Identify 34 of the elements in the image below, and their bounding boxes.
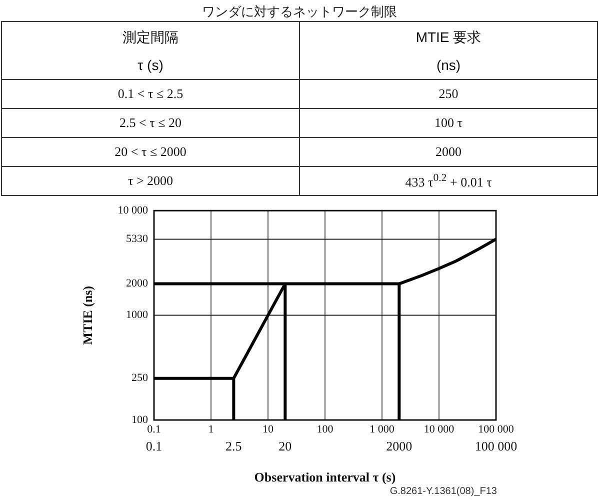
text: MTIE 要求 bbox=[416, 28, 482, 44]
y-tick-label: 1000 bbox=[126, 309, 148, 322]
y-tick-label: 5330 bbox=[126, 233, 148, 246]
y-tick-label: 100 bbox=[132, 414, 148, 426]
text: 433 τ$^{0.2}$ + 0.01 τ bbox=[300, 166, 598, 196]
annotation: 2.5 bbox=[226, 438, 242, 454]
x-tick-label: 1 bbox=[208, 423, 214, 436]
x-axis-title: Observation interval τ (s) bbox=[254, 470, 396, 485]
text: 100 000 bbox=[474, 438, 518, 454]
text: (ns) bbox=[436, 56, 461, 72]
text: 2.5 < τ ≤ 20 bbox=[2, 108, 300, 138]
text: 100 τ bbox=[300, 108, 598, 138]
text: 測定間隔 bbox=[122, 28, 178, 44]
y-tick-label: 10 000 bbox=[118, 204, 148, 216]
text: 2000 bbox=[300, 138, 598, 166]
text: 0.1 bbox=[146, 438, 162, 454]
chart-title: ワンダに対するネットワーク制限 bbox=[201, 4, 398, 21]
x-tick-label: 10 000 bbox=[424, 423, 455, 436]
x-tick-label: 0.1 bbox=[147, 423, 161, 436]
y-axis-title: MTIE (ns) bbox=[80, 286, 96, 345]
text: 0.1 < τ ≤ 2.5 bbox=[2, 80, 300, 108]
x-tick-label: 10 bbox=[262, 423, 274, 436]
annotation: 2000 bbox=[386, 438, 412, 454]
text: 250 bbox=[300, 80, 598, 108]
text: 20 < τ ≤ 2000 bbox=[2, 138, 300, 166]
text: G.8261-Y.1361(08)_F13 bbox=[390, 486, 497, 497]
annotation: 20 bbox=[278, 438, 292, 454]
text: τ > 2000 bbox=[2, 166, 300, 196]
y-tick-label: 250 bbox=[132, 372, 148, 384]
x-tick-label: 1 000 bbox=[370, 423, 395, 436]
y-tick-label: 2000 bbox=[126, 278, 148, 290]
x-tick-label: 100 000 bbox=[478, 423, 514, 436]
x-tick-label: 100 bbox=[316, 423, 334, 436]
text: τ (s) bbox=[138, 56, 164, 72]
